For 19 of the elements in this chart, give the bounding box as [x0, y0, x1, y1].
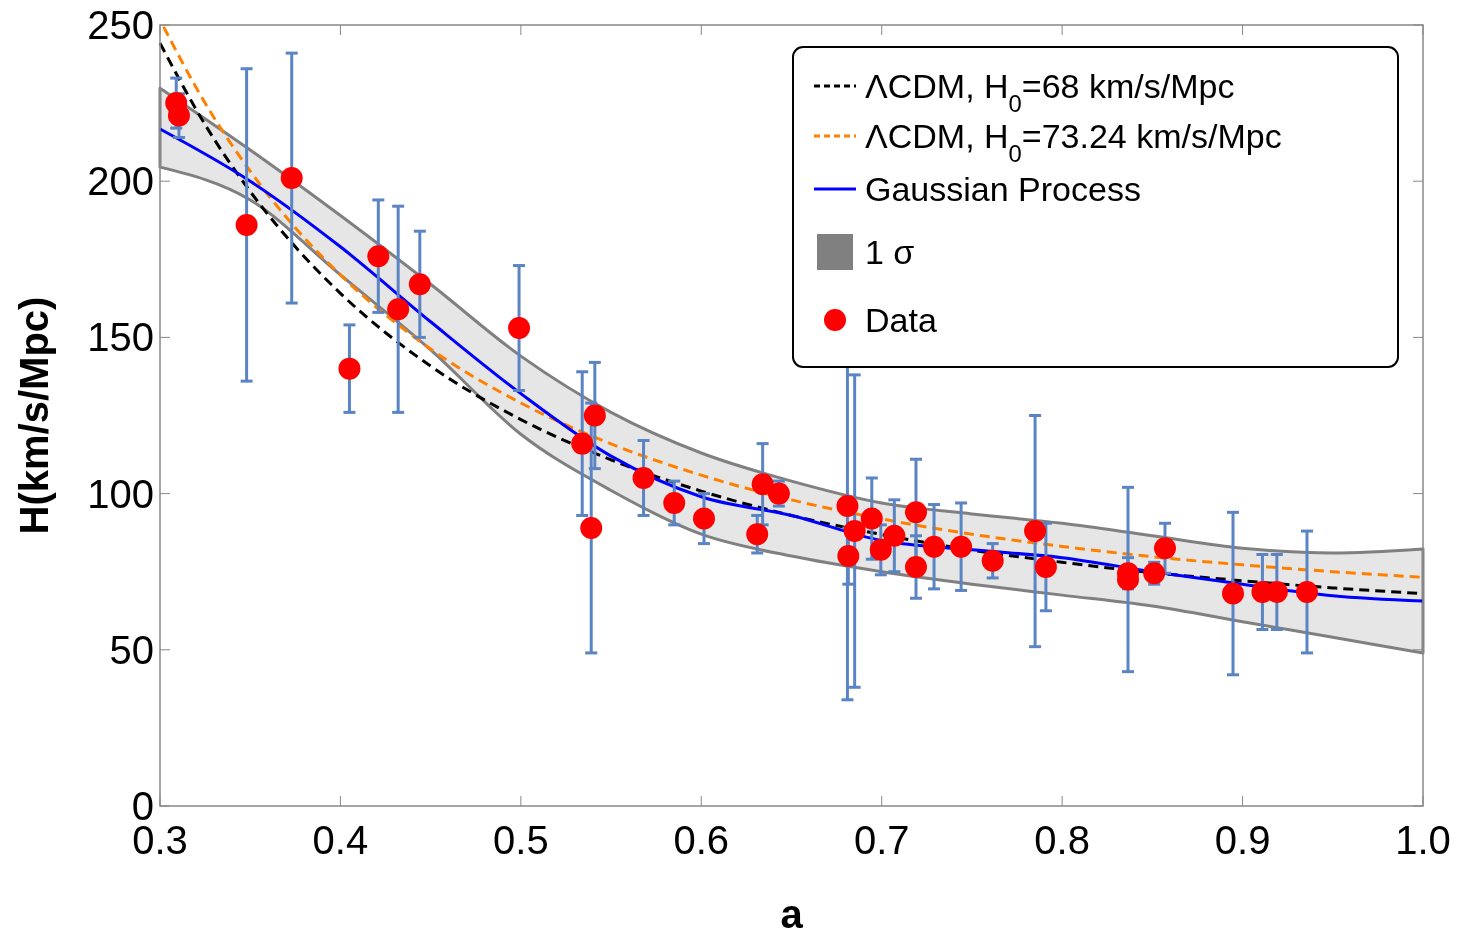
- legend-label: ΛCDM, H$_{0}$=68 km/s/Mpc: [865, 67, 1235, 117]
- legend-label: ΛCDM, H$_{0}$=73.24 km/s/Mpc: [865, 117, 1282, 167]
- x-tick-label: 0.5: [493, 818, 549, 862]
- y-tick-label: 150: [87, 315, 154, 360]
- x-tick-label: 1.0: [1395, 818, 1451, 862]
- x-tick-label: 0.6: [673, 818, 730, 862]
- x-tick-label: 0.9: [1214, 818, 1271, 862]
- annotation: 1 σ: [865, 233, 915, 271]
- y-tick-label: 200: [87, 159, 154, 204]
- y-tick-label: 50: [109, 627, 154, 672]
- y-tick-label: 100: [87, 471, 154, 516]
- y-tick-label: 250: [87, 3, 154, 47]
- legend-label: Gaussian Process: [865, 170, 1141, 208]
- x-axis-title: a: [780, 892, 804, 936]
- legend-label: Data: [865, 301, 937, 339]
- x-tick-label: 0.8: [1034, 818, 1090, 862]
- y-axis-title: H(km/s/Mpc): [12, 296, 56, 535]
- x-tick-label: 0.4: [312, 818, 369, 862]
- x-tick-label: 0.7: [853, 818, 910, 862]
